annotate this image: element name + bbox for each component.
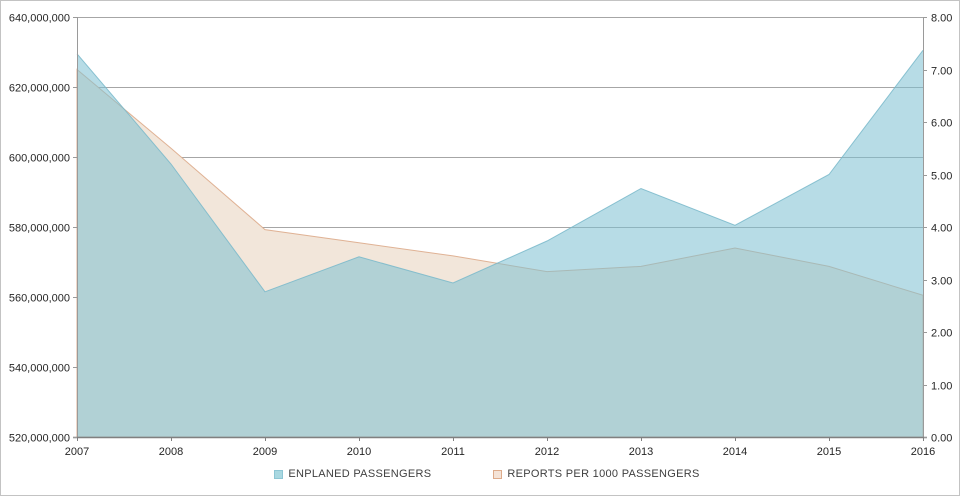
chart-legend: ENPLANED PASSENGERS REPORTS PER 1000 PAS… [1,468,959,480]
x-axis-tick-label: 2008 [159,446,183,458]
left-axis-tick-label: 640,000,000 [9,13,70,25]
x-axis-tick-label: 2010 [347,446,371,458]
x-axis-tick-label: 2009 [253,446,277,458]
right-axis-tick-label: 8.00 [931,13,952,25]
area-series-enplaned-passengers-border [76,49,924,293]
right-axis-tick-label: 7.00 [931,66,952,78]
left-axis-tick-label: 600,000,000 [9,153,70,165]
left-axis-tick-label: 620,000,000 [9,83,70,95]
left-axis-tick-label: 520,000,000 [9,433,70,445]
right-axis-tick-label: 6.00 [931,118,952,130]
right-axis-tick-label: 0.00 [931,433,952,445]
left-axis-tick-label: 560,000,000 [9,293,70,305]
right-axis-tick-label: 5.00 [931,171,952,183]
legend-swatch-enplaned-icon [274,469,284,479]
area-series-enplaned-passengers [77,50,923,438]
x-axis-tick-label: 2015 [817,446,841,458]
x-axis-tick-label: 2014 [723,446,747,458]
left-axis-tick-label: 540,000,000 [9,363,70,375]
right-axis-tick-label: 1.00 [931,381,952,393]
legend-item-reports-per-1000: REPORTS PER 1000 PASSENGERS [493,468,699,480]
right-axis-tick-label: 4.00 [931,223,952,235]
left-axis-tick-label: 580,000,000 [9,223,70,235]
legend-label-enplaned: ENPLANED PASSENGERS [288,468,432,480]
right-axis-tick-label: 3.00 [931,276,952,288]
legend-item-enplaned-passengers: ENPLANED PASSENGERS [274,468,431,480]
right-axis-tick-label: 2.00 [931,328,952,340]
x-axis-tick-label: 2013 [629,446,653,458]
x-axis-tick-label: 2016 [911,446,935,458]
x-axis-tick-label: 2007 [65,446,89,458]
legend-swatch-reports-icon [493,469,503,479]
x-axis-tick-label: 2012 [535,446,559,458]
legend-label-reports: REPORTS PER 1000 PASSENGERS [507,468,700,480]
x-axis-tick-label: 2011 [441,446,465,458]
